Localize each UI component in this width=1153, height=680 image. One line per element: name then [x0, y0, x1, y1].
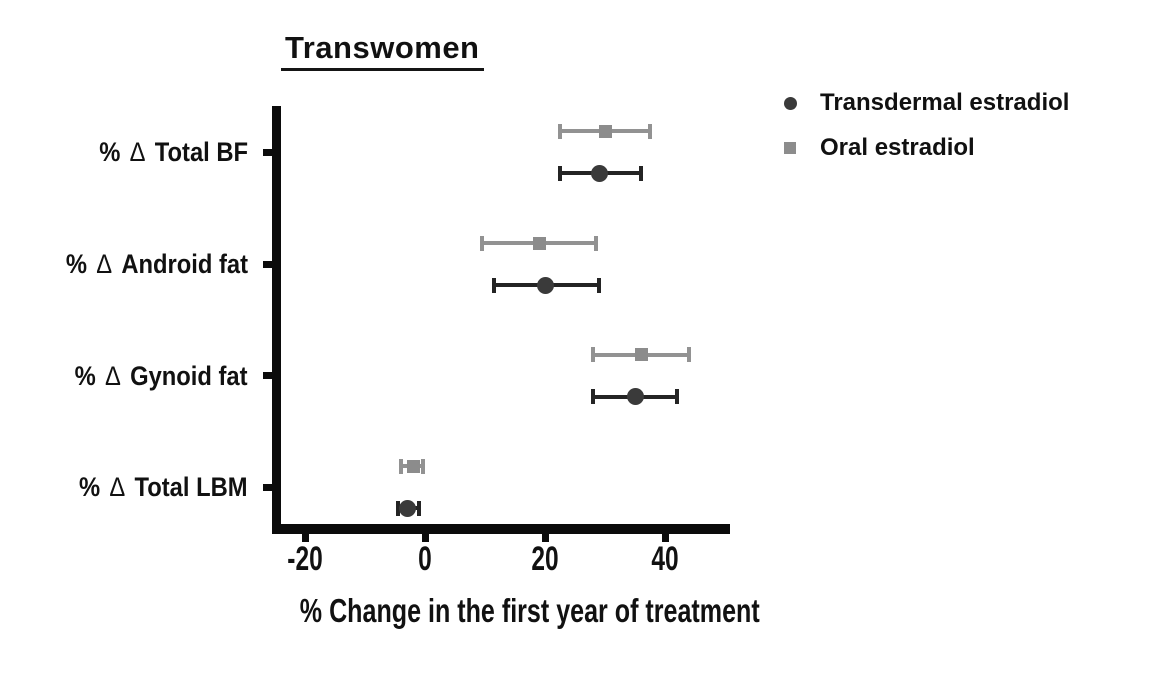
error-bar-cap-high	[648, 123, 652, 139]
x-axis-tick	[301, 534, 309, 542]
legend-item-label: Transdermal estradiol	[820, 89, 1070, 116]
delta-symbol: Δ	[96, 249, 113, 279]
data-point-circle	[626, 388, 644, 405]
data-point-circle	[398, 499, 416, 517]
x-tick-label: 40	[651, 540, 679, 578]
error-bar-cap-high	[687, 347, 691, 362]
delta-symbol: Δ	[129, 137, 146, 167]
y-axis-line	[272, 106, 281, 534]
y-category-label: % Δ Total BF	[99, 137, 248, 167]
x-axis-tick	[541, 534, 549, 542]
legend-square-icon	[784, 142, 796, 154]
delta-symbol: Δ	[105, 360, 122, 391]
legend-circle-icon	[784, 96, 797, 110]
x-axis-title: % Change in the first year of treatment	[299, 592, 760, 629]
x-axis-tick	[661, 534, 669, 542]
error-bar-cap-low	[558, 123, 562, 139]
error-bar-cap-high	[594, 235, 598, 251]
error-bar-cap-low	[480, 235, 484, 251]
error-bar-cap-low	[399, 458, 403, 474]
error-bar-cap-high	[675, 389, 679, 404]
delta-symbol: Δ	[109, 472, 126, 502]
y-category-label: % Δ Android fat	[65, 249, 248, 279]
data-point-square	[532, 236, 546, 250]
y-category-label: % Δ Gynoid fat	[75, 360, 248, 391]
y-axis-tick	[263, 148, 272, 156]
x-tick-label: 20	[531, 540, 559, 578]
error-bar-cap-low	[558, 165, 562, 181]
legend-item-label: Oral estradiol	[820, 134, 975, 161]
y-axis-tick	[263, 483, 272, 491]
x-axis-tick	[421, 534, 429, 542]
data-point-square	[598, 124, 612, 138]
error-bar-cap-high	[421, 458, 426, 474]
error-bar-cap-low	[591, 389, 595, 404]
error-bar-cap-low	[396, 500, 400, 516]
error-bar-cap-low	[492, 277, 496, 293]
error-bar-cap-low	[591, 347, 595, 362]
error-bar-cap-high	[597, 277, 601, 293]
data-point-square	[634, 348, 648, 361]
y-axis-tick	[263, 260, 272, 268]
error-bar-cap-high	[639, 165, 643, 181]
data-point-square	[406, 459, 420, 473]
x-tick-label: 0	[418, 540, 432, 578]
y-category-label: % Δ Total LBM	[79, 472, 248, 502]
chart-title: Transwomen	[281, 30, 484, 71]
data-point-circle	[536, 276, 554, 294]
error-bar-cap-high	[417, 500, 421, 516]
y-axis-tick	[263, 372, 272, 379]
x-tick-label: -20	[287, 540, 323, 578]
x-axis-line	[272, 524, 730, 534]
data-point-circle	[590, 164, 608, 182]
